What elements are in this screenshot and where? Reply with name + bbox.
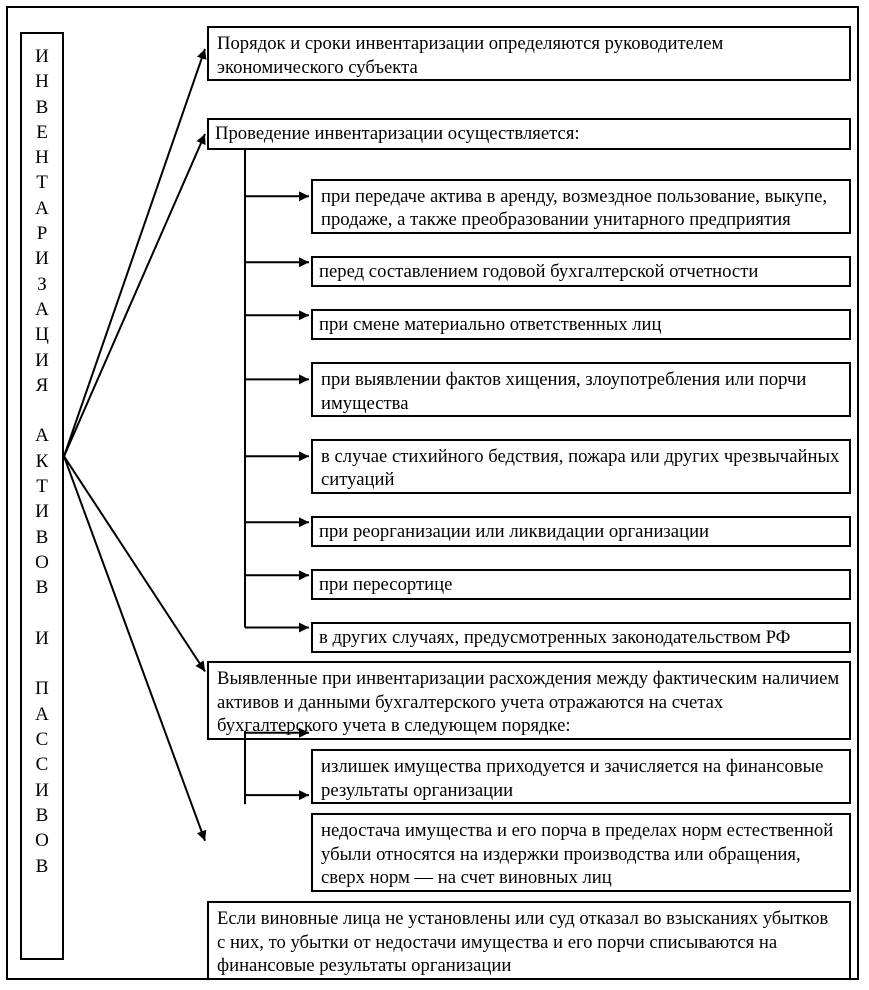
box-b3-1-text: излишек имущества приходуется и зачисляе…: [321, 756, 823, 801]
box-b2-6-text: при реорганизации или ликвидации организ…: [319, 521, 709, 542]
box-b2-text: Проведение инвентаризации осуществляется…: [215, 123, 580, 144]
box-b2-1: при передаче актива в аренду, возмездное…: [311, 179, 851, 234]
box-b1: Порядок и сроки инвентаризации определяю…: [207, 26, 851, 81]
diagram-canvas: ИНВЕНТАРИЗАЦИЯ АКТИВОВ И ПАССИВОВ Порядо…: [0, 0, 869, 990]
box-b2: Проведение инвентаризации осуществляется…: [207, 118, 851, 149]
box-b2-8: в других случаях, предусмотренных законо…: [311, 622, 851, 653]
box-b2-6: при реорганизации или ликвидации организ…: [311, 516, 851, 547]
box-b4-text: Если виновные лица не установлены или су…: [217, 908, 828, 976]
box-b2-7-text: при пересортице: [319, 574, 452, 595]
box-b2-1-text: при передаче актива в аренду, возмездное…: [321, 186, 827, 231]
box-b2-3-text: при смене материально ответственных лиц: [319, 314, 662, 335]
box-b2-5-text: в случае стихийного бедствия, пожара или…: [321, 446, 839, 491]
box-b3-text: Выявленные при инвентаризации расхождени…: [217, 668, 839, 736]
box-b2-8-text: в других случаях, предусмотренных законо…: [319, 627, 790, 648]
box-b3-1: излишек имущества приходуется и зачисляе…: [311, 749, 851, 804]
box-b3-2: недостача имущества и его порча в предел…: [311, 813, 851, 892]
box-b2-3: при смене материально ответственных лиц: [311, 309, 851, 340]
box-b2-4-text: при выявлении фактов хищения, злоупотреб…: [321, 369, 806, 414]
box-b4: Если виновные лица не установлены или су…: [207, 901, 851, 980]
box-b1-text: Порядок и сроки инвентаризации определяю…: [217, 33, 723, 78]
sidebar-title: ИНВЕНТАРИЗАЦИЯ АКТИВОВ И ПАССИВОВ: [20, 32, 64, 960]
box-b2-5: в случае стихийного бедствия, пожара или…: [311, 439, 851, 494]
box-b3: Выявленные при инвентаризации расхождени…: [207, 661, 851, 740]
box-b2-4: при выявлении фактов хищения, злоупотреб…: [311, 362, 851, 417]
box-b2-2-text: перед составлением годовой бухгалтерской…: [319, 261, 758, 282]
box-b2-7: при пересортице: [311, 569, 851, 600]
box-b3-2-text: недостача имущества и его порча в предел…: [321, 820, 833, 888]
box-b2-2: перед составлением годовой бухгалтерской…: [311, 256, 851, 287]
